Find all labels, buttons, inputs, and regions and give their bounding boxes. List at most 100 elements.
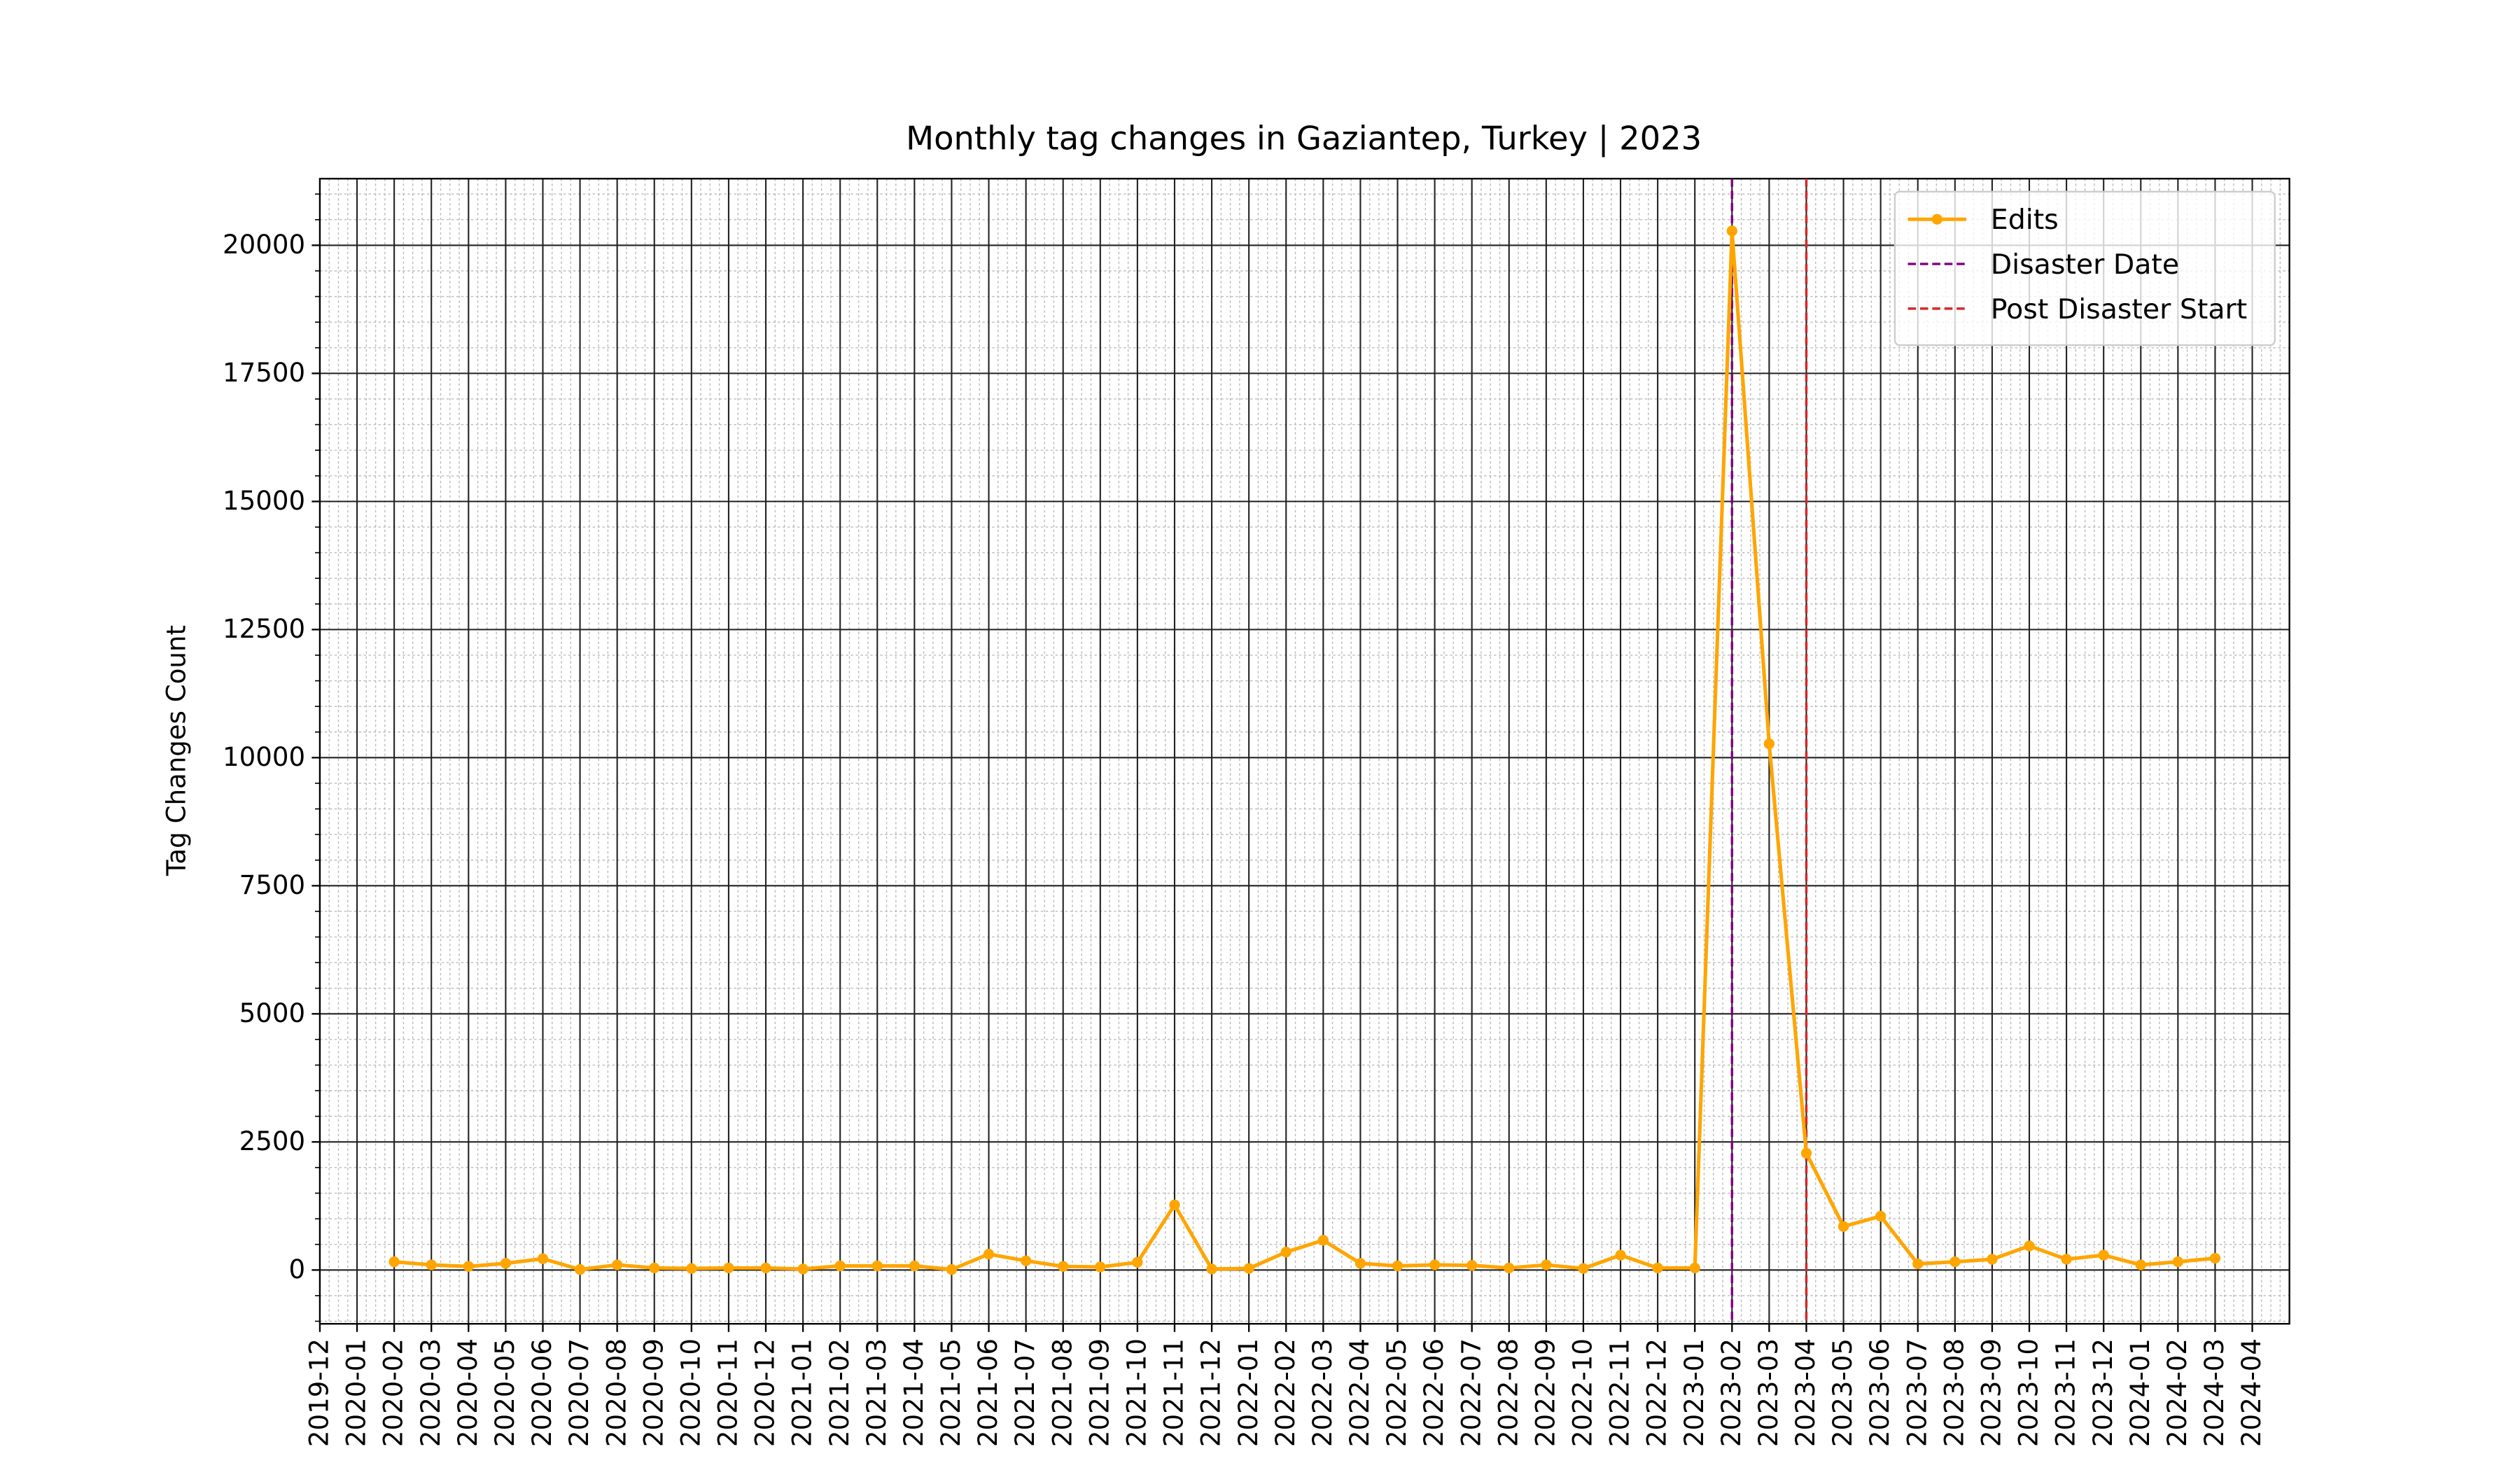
data-point [1689, 1262, 1700, 1274]
x-tick-label: 2021-08 [1047, 1338, 1077, 1447]
y-tick-label: 2500 [239, 1126, 305, 1156]
data-point [1504, 1262, 1515, 1274]
y-tick-label: 5000 [239, 998, 305, 1028]
x-tick-label: 2021-07 [1010, 1338, 1040, 1447]
chart-title: Monthly tag changes in Gaziantep, Turkey… [906, 119, 1702, 158]
data-point [1949, 1256, 1961, 1268]
data-point [834, 1260, 846, 1272]
x-tick-label: 2020-02 [379, 1338, 409, 1447]
data-point [1800, 1147, 1812, 1159]
data-point [2135, 1259, 2146, 1270]
y-tick-label: 15000 [223, 486, 305, 516]
data-point [649, 1262, 660, 1274]
x-tick-label: 2020-07 [564, 1338, 594, 1447]
data-point [1466, 1260, 1478, 1271]
x-tick-label: 2022-07 [1456, 1338, 1486, 1447]
x-tick-label: 2022-01 [1233, 1338, 1264, 1447]
x-tick-label: 2021-11 [1159, 1338, 1189, 1447]
data-point [1541, 1259, 1552, 1270]
data-point [2098, 1250, 2109, 1261]
x-tick-label: 2024-03 [2199, 1338, 2230, 1447]
data-point [1392, 1260, 1404, 1272]
legend-label: Post Disaster Start [1991, 293, 2247, 326]
x-tick-label: 2023-03 [1754, 1338, 1784, 1447]
x-tick-label: 2020-12 [750, 1338, 780, 1447]
data-point [1020, 1255, 1032, 1266]
data-point [1837, 1221, 1849, 1232]
y-tick-label: 17500 [223, 358, 305, 388]
x-tick-label: 2021-09 [1084, 1338, 1114, 1447]
data-point [463, 1261, 474, 1272]
x-tick-label: 2022-04 [1345, 1338, 1375, 1447]
data-point [946, 1264, 958, 1275]
x-tick-label: 2019-12 [304, 1338, 335, 1447]
x-tick-label: 2020-10 [676, 1338, 706, 1447]
y-tick-label: 7500 [239, 870, 305, 900]
x-tick-label: 2022-03 [1308, 1338, 1338, 1447]
x-tick-label: 2021-03 [862, 1338, 892, 1447]
data-point [797, 1264, 808, 1275]
data-point [1095, 1261, 1106, 1273]
data-point [1354, 1258, 1366, 1269]
x-tick-label: 2022-11 [1605, 1338, 1635, 1447]
y-tick-label: 20000 [223, 230, 305, 260]
x-tick-label: 2021-10 [1121, 1338, 1152, 1447]
data-point [1132, 1256, 1143, 1268]
data-point [1206, 1264, 1217, 1275]
x-tick-label: 2020-05 [490, 1338, 520, 1447]
data-point [1652, 1262, 1663, 1274]
data-point [2061, 1254, 2072, 1265]
x-tick-label: 2023-02 [1716, 1338, 1746, 1447]
x-tick-label: 2021-12 [1196, 1338, 1226, 1447]
y-tick-label: 12500 [223, 614, 305, 644]
x-tick-label: 2023-01 [1679, 1338, 1709, 1447]
x-tick-label: 2023-04 [1791, 1338, 1821, 1447]
x-tick-label: 2021-02 [825, 1338, 855, 1447]
data-point [686, 1263, 697, 1274]
x-tick-label: 2023-09 [1977, 1338, 2007, 1447]
x-tick-label: 2021-06 [973, 1338, 1003, 1447]
x-tick-label: 2023-10 [2014, 1338, 2044, 1447]
x-tick-label: 2020-01 [342, 1338, 372, 1447]
data-point [1763, 738, 1775, 750]
y-tick-label: 0 [288, 1254, 305, 1284]
data-point [1726, 225, 1737, 237]
x-tick-label: 2020-09 [638, 1338, 668, 1447]
data-point [1280, 1247, 1292, 1258]
y-tick-label: 10000 [223, 742, 305, 772]
x-tick-label: 2020-08 [601, 1338, 631, 1447]
data-point [1058, 1261, 1069, 1272]
data-point [723, 1262, 734, 1274]
data-point [1317, 1235, 1329, 1246]
x-tick-label: 2022-12 [1642, 1338, 1672, 1447]
x-tick-label: 2023-07 [1902, 1338, 1932, 1447]
legend-label: Disaster Date [1991, 248, 2179, 281]
x-tick-label: 2020-11 [713, 1338, 743, 1447]
data-point [612, 1259, 623, 1270]
data-point [983, 1248, 995, 1260]
data-point [1578, 1263, 1589, 1274]
x-tick-label: 2024-02 [2162, 1338, 2192, 1447]
data-point [574, 1264, 586, 1275]
x-tick-label: 2022-05 [1382, 1338, 1412, 1447]
x-tick-label: 2021-01 [788, 1338, 818, 1447]
x-tick-label: 2020-06 [527, 1338, 557, 1447]
legend-label: Edits [1991, 204, 2059, 236]
x-tick-label: 2023-11 [2051, 1338, 2081, 1447]
plot-frame [318, 178, 2290, 1325]
data-point [1912, 1258, 1924, 1270]
x-tick-label: 2024-01 [2125, 1338, 2155, 1447]
x-tick-label: 2023-05 [1828, 1338, 1858, 1447]
x-tick-label: 2023-08 [1939, 1338, 1969, 1447]
data-point [1429, 1259, 1441, 1270]
x-tick-label: 2023-12 [2088, 1338, 2118, 1447]
x-tick-label: 2022-09 [1530, 1338, 1560, 1447]
x-tick-label: 2020-04 [453, 1338, 483, 1447]
x-tick-label: 2022-06 [1419, 1338, 1449, 1447]
data-point [760, 1262, 771, 1274]
data-point [537, 1253, 549, 1264]
data-point [1169, 1199, 1180, 1211]
data-point [1615, 1250, 1626, 1261]
